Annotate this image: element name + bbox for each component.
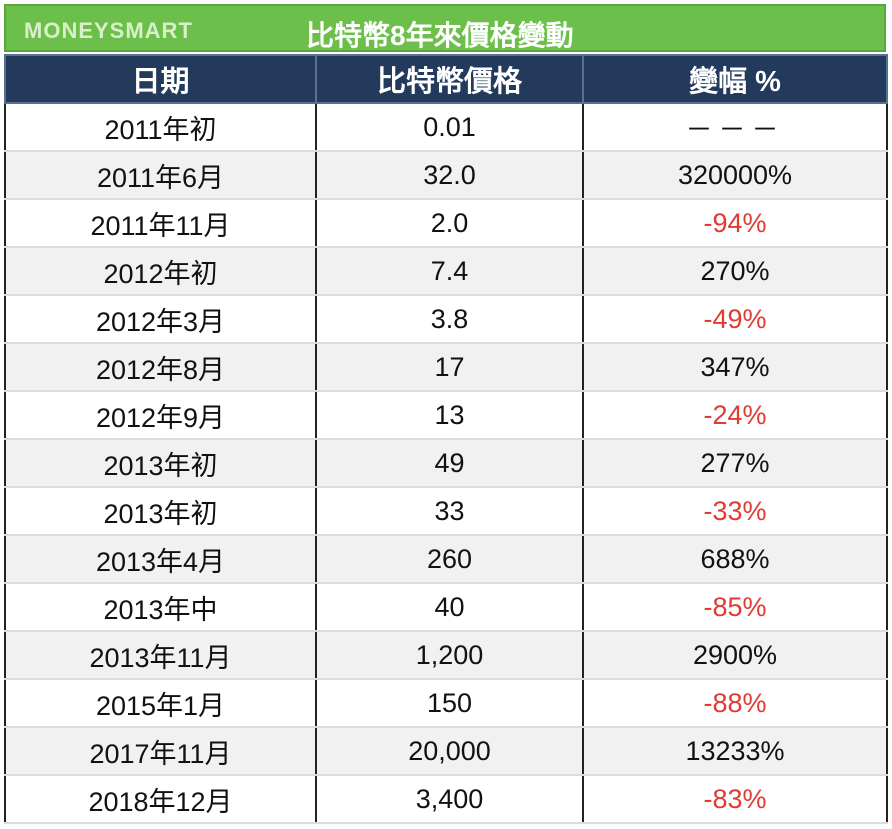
table-header: 日期 比特幣價格 變幅 % <box>4 54 888 104</box>
change-cell: -85% <box>582 583 888 632</box>
bitcoin-price-table: 日期 比特幣價格 變幅 % 2011年初 0.01 －－－ 2011年6月 32.0 32… <box>4 54 888 824</box>
date-cell: 2018年12月 <box>4 775 317 824</box>
page-title: 比特幣8年來價格變動 <box>306 20 574 51</box>
price-cell: 13 <box>315 391 584 440</box>
price-cell: 3,400 <box>315 775 584 824</box>
price-cell: 17 <box>315 343 584 392</box>
change-cell: 347% <box>582 343 888 392</box>
price-cell: 40 <box>315 583 584 632</box>
date-cell: 2011年11月 <box>4 199 317 248</box>
table-row: 2013年4月 260 688% <box>4 535 888 584</box>
table-row: 2012年9月 13 -24% <box>4 391 888 440</box>
change-cell: 2900% <box>582 631 888 680</box>
column-header-date: 日期 <box>4 54 317 104</box>
date-cell: 2013年中 <box>4 583 317 632</box>
price-cell: 260 <box>315 535 584 584</box>
price-cell: 32.0 <box>315 151 584 200</box>
date-cell: 2013年初 <box>4 439 317 488</box>
table-row: 2011年6月 32.0 320000% <box>4 151 888 200</box>
change-cell: 320000% <box>582 151 888 200</box>
date-cell: 2017年11月 <box>4 727 317 776</box>
change-cell: -94% <box>582 199 888 248</box>
change-cell: 270% <box>582 247 888 296</box>
table-row: 2013年11月 1,200 2900% <box>4 631 888 680</box>
price-cell: 33 <box>315 487 584 536</box>
date-cell: 2012年3月 <box>4 295 317 344</box>
date-cell: 2011年6月 <box>4 151 317 200</box>
change-cell: -83% <box>582 775 888 824</box>
table-row: 2013年初 49 277% <box>4 439 888 488</box>
table-row: 2012年初 7.4 270% <box>4 247 888 296</box>
column-header-change: 變幅 % <box>582 54 888 104</box>
table-row: 2011年11月 2.0 -94% <box>4 199 888 248</box>
table-row: 2013年初 33 -33% <box>4 487 888 536</box>
column-header-price: 比特幣價格 <box>315 54 584 104</box>
change-cell: -33% <box>582 487 888 536</box>
date-cell: 2013年初 <box>4 487 317 536</box>
price-cell: 0.01 <box>315 103 584 152</box>
change-cell: 688% <box>582 535 888 584</box>
date-cell: 2013年4月 <box>4 535 317 584</box>
date-cell: 2012年9月 <box>4 391 317 440</box>
brand-logo: MONEYSMART <box>24 18 193 43</box>
table-row: 2015年1月 150 -88% <box>4 679 888 728</box>
table-row: 2011年初 0.01 －－－ <box>4 103 888 152</box>
table-row: 2018年12月 3,400 -83% <box>4 775 888 824</box>
change-cell: -24% <box>582 391 888 440</box>
change-cell: -49% <box>582 295 888 344</box>
price-cell: 20,000 <box>315 727 584 776</box>
date-cell: 2015年1月 <box>4 679 317 728</box>
date-cell: 2012年8月 <box>4 343 317 392</box>
table-row: 2012年8月 17 347% <box>4 343 888 392</box>
date-cell: 2011年初 <box>4 103 317 152</box>
change-cell: -88% <box>582 679 888 728</box>
price-cell: 150 <box>315 679 584 728</box>
date-cell: 2012年初 <box>4 247 317 296</box>
table-row: 2017年11月 20,000 13233% <box>4 727 888 776</box>
change-cell: 277% <box>582 439 888 488</box>
change-cell: 13233% <box>582 727 888 776</box>
price-cell: 49 <box>315 439 584 488</box>
date-cell: 2013年11月 <box>4 631 317 680</box>
table-row: 2013年中 40 -85% <box>4 583 888 632</box>
table-row: 2012年3月 3.8 -49% <box>4 295 888 344</box>
price-cell: 7.4 <box>315 247 584 296</box>
price-cell: 2.0 <box>315 199 584 248</box>
table-body: 2011年初 0.01 －－－ 2011年6月 32.0 320000% 2011年11月 2… <box>4 103 888 824</box>
header-row: 日期 比特幣價格 變幅 % <box>4 54 888 104</box>
price-cell: 1,200 <box>315 631 584 680</box>
price-cell: 3.8 <box>315 295 584 344</box>
title-banner: MONEYSMART 比特幣8年來價格變動 <box>4 4 886 52</box>
change-cell: －－－ <box>582 103 888 152</box>
